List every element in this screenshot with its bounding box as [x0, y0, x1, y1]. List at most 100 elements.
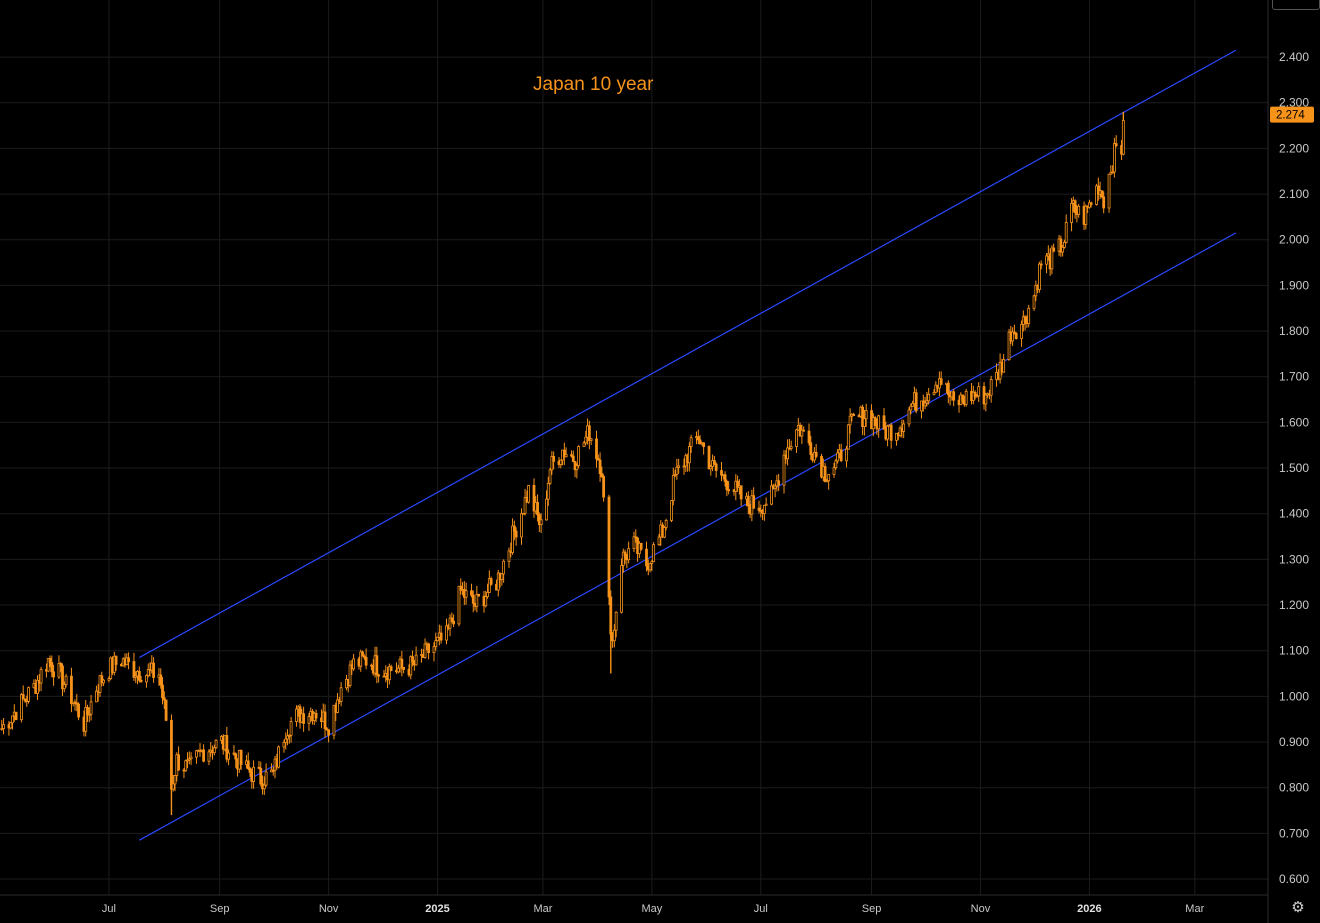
candle-body [475, 594, 479, 607]
candle-body [452, 620, 456, 625]
candle-body [450, 617, 454, 622]
candle-body [164, 699, 168, 721]
candle-body [939, 378, 943, 385]
candle-body [907, 409, 911, 425]
candle-body [287, 734, 291, 737]
candle-body [132, 661, 136, 678]
candle-body [1032, 295, 1036, 309]
candle-body [925, 400, 929, 404]
toolbar-stub[interactable] [1272, 0, 1320, 10]
candle-body [511, 525, 514, 553]
candle-body [627, 548, 631, 561]
candle-body [332, 704, 336, 736]
candle-body [595, 438, 598, 460]
candle-body [486, 592, 489, 598]
candle-body [807, 430, 811, 444]
candle-body [632, 536, 636, 550]
candle-body [670, 500, 673, 521]
candle-body [623, 551, 627, 557]
candle-body [134, 675, 138, 678]
chart-title: Japan 10 year [533, 74, 654, 95]
candle-body [207, 751, 211, 762]
candle-body [639, 542, 643, 550]
candle-body [764, 503, 768, 506]
candle-body [145, 675, 148, 683]
candle-body [746, 495, 750, 507]
candle-body [882, 415, 886, 430]
candle-body [589, 438, 593, 441]
candle-body [975, 395, 979, 398]
candle-body [423, 643, 427, 658]
y-tick-label: 0.600 [1279, 872, 1309, 886]
candle-body [614, 611, 618, 631]
candle-body [0, 728, 4, 730]
candle-body [582, 442, 586, 447]
candle-body [677, 465, 681, 468]
candle-body [48, 658, 52, 663]
candle-body [139, 679, 143, 683]
candle-body [923, 402, 927, 407]
candle-body [898, 427, 902, 436]
candle-body [427, 643, 431, 654]
candle-body [800, 429, 804, 437]
y-tick-label: 1.400 [1279, 507, 1309, 521]
candle-body [400, 658, 404, 668]
candle-body [1111, 171, 1115, 174]
candle-body [634, 536, 638, 539]
candle-body [612, 629, 616, 642]
candle-body [548, 469, 552, 484]
settings-gear-icon[interactable]: ⚙ [1291, 898, 1305, 916]
candle-body [457, 585, 461, 625]
candle-body [1061, 246, 1065, 253]
candle-body [36, 680, 39, 694]
candle-body [702, 442, 706, 447]
candle-body [62, 684, 66, 690]
candle-body [512, 525, 516, 532]
candle-body [1064, 222, 1068, 243]
candle-body [952, 391, 956, 401]
candle-body [620, 565, 623, 613]
candle-body [286, 735, 289, 740]
candle-body [757, 507, 761, 511]
candle-body [802, 429, 806, 432]
candle-body [387, 666, 391, 681]
candle-body [73, 701, 77, 704]
candle-body [186, 759, 189, 762]
candle-body [523, 497, 527, 514]
candle-body [770, 485, 773, 505]
candle-body [257, 766, 261, 769]
candle-body [552, 456, 556, 462]
candle-body [1107, 173, 1111, 209]
candle-body [432, 646, 436, 654]
candle-body [834, 460, 838, 469]
candle-body [827, 474, 831, 482]
candle-body [877, 415, 881, 430]
channel-trendline[interactable] [139, 232, 1237, 841]
y-tick-label: 1.100 [1279, 644, 1309, 658]
y-tick-label: 2.300 [1279, 96, 1309, 110]
candle-body [195, 750, 198, 758]
candle-body [259, 767, 263, 785]
candle-body [984, 394, 988, 405]
channel-trendline[interactable] [139, 49, 1237, 659]
candle-body [84, 707, 88, 732]
candle-body [621, 551, 625, 566]
candle-body [487, 578, 491, 593]
candle-body [709, 466, 713, 470]
candle-body [1102, 196, 1106, 209]
y-tick-label: 1.700 [1279, 370, 1309, 384]
candle-body [359, 651, 363, 667]
candle-body [327, 729, 331, 736]
candle-body [1096, 185, 1100, 195]
candle-body [795, 429, 798, 447]
candle-body [736, 480, 739, 488]
candle-body [564, 454, 568, 458]
trendlines [139, 49, 1237, 841]
candle-body [1052, 247, 1056, 252]
candle-body [336, 699, 339, 713]
candle-body [1109, 172, 1113, 175]
candle-body [107, 678, 111, 681]
candle-body [720, 470, 723, 476]
candle-body [500, 573, 504, 581]
